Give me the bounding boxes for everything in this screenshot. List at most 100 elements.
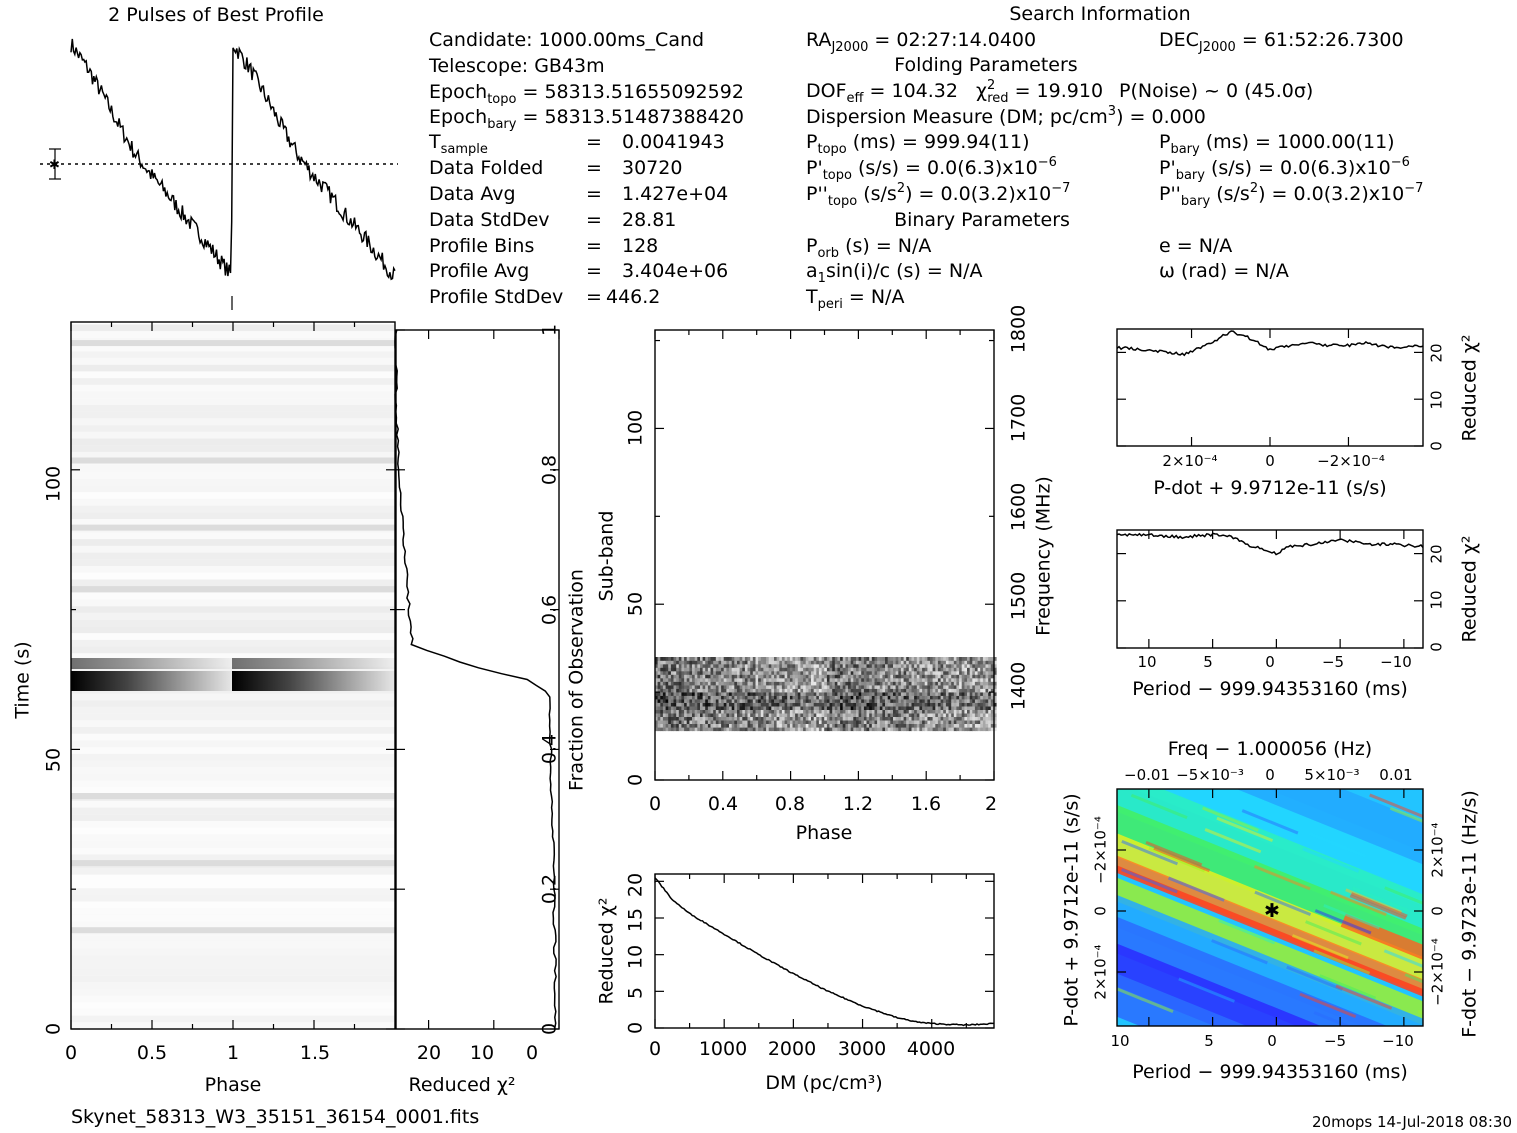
subband-cell: [945, 695, 949, 700]
subband-cell: [924, 667, 928, 672]
subband-cell: [662, 660, 666, 665]
subband-cell: [945, 671, 949, 675]
subband-cell: [816, 667, 820, 672]
subband-cell: [980, 699, 984, 703]
subband-cell: [982, 664, 986, 668]
subband-cell: [715, 674, 719, 679]
ppd-band-9: [1117, 911, 1423, 1026]
subband-cell: [734, 716, 738, 721]
subband-cell: [895, 723, 899, 728]
subband-cell: [832, 702, 836, 707]
subband-cell: [665, 664, 669, 668]
subband-cell: [800, 667, 804, 672]
subband-cell: [750, 671, 754, 675]
subband-cell: [985, 723, 989, 728]
subband-cell: [959, 667, 963, 672]
subband-cell: [726, 667, 730, 672]
pd-xlabel: P-dot + 9.9712e-11 (s/s): [1153, 477, 1386, 499]
subband-cell: [887, 657, 891, 661]
subband-cell: [800, 709, 804, 714]
subband-cell: [908, 706, 912, 710]
subband-cell: [731, 713, 735, 717]
subband-cell: [800, 681, 804, 686]
subband-cell: [898, 667, 902, 672]
subband-cell: [861, 709, 865, 714]
subband-cell: [689, 702, 693, 707]
subband-cell: [821, 702, 825, 707]
subband-cell: [755, 692, 759, 696]
subband-cell: [729, 723, 733, 728]
subband-cell: [797, 685, 801, 689]
subband-cell: [919, 685, 923, 689]
subband-cell: [771, 671, 775, 675]
subband-cell: [943, 685, 947, 689]
subband-cell: [887, 695, 891, 700]
subband-cell: [737, 709, 741, 714]
subband-cell: [694, 671, 698, 675]
subband-cell: [930, 716, 934, 721]
subband-cell: [908, 709, 912, 714]
subband-cell: [988, 713, 992, 717]
subband-cell: [869, 699, 873, 703]
subband-cell: [871, 727, 875, 732]
subband-cell: [758, 699, 762, 703]
subband-cell: [721, 713, 725, 717]
subband-cell: [766, 685, 770, 689]
subband-cell: [877, 720, 881, 724]
subband-cell: [660, 671, 664, 675]
subband-cell: [826, 667, 830, 672]
subband-cell: [673, 720, 677, 724]
subband-cell: [951, 713, 955, 717]
subband-cell: [940, 678, 944, 682]
subband-cell: [784, 695, 788, 700]
subband-cell: [993, 713, 997, 717]
subband-cell: [826, 727, 830, 732]
dm-ytick-0: 0: [625, 1022, 647, 1034]
subband-cell: [670, 699, 674, 703]
subband-cell: [710, 720, 714, 724]
subband-cell: [898, 681, 902, 686]
time-row: [71, 995, 395, 1003]
subband-cell: [776, 664, 780, 668]
subband-cell: [795, 702, 799, 707]
subband-cell: [739, 692, 743, 696]
tp-xtick-0: 0: [65, 1042, 77, 1064]
subband-cell: [713, 660, 717, 665]
subband-cell: [887, 709, 891, 714]
subband-cell: [861, 667, 865, 672]
subband-cell: [800, 660, 804, 665]
subband-cell: [903, 727, 907, 732]
subband-cell: [734, 709, 738, 714]
info-tsample-value: 0.0041943: [622, 131, 725, 153]
subband-cell: [758, 681, 762, 686]
subband-cell: [861, 674, 865, 679]
subband-cell: [729, 692, 733, 696]
subband-cell: [789, 688, 793, 693]
subband-cell: [922, 702, 926, 707]
subband-cell: [784, 723, 788, 728]
ppd-streak: [1121, 840, 1179, 866]
subband-cell: [858, 664, 862, 668]
subband-cell: [893, 723, 897, 728]
subband-cell: [763, 657, 767, 661]
sb-ytick-1: 50: [625, 592, 647, 616]
subband-cell: [811, 681, 815, 686]
subband-cell: [779, 657, 783, 661]
subband-cell: [705, 716, 709, 721]
subband-cell: [972, 678, 976, 682]
info-profile-avg: Profile Avg: [429, 260, 529, 282]
footer-filename: Skynet_58313_W3_35151_36154_0001.fits: [71, 1106, 479, 1128]
subband-cell: [985, 727, 989, 732]
subband-cell: [834, 681, 838, 686]
subband-cell: [906, 716, 910, 721]
subband-cell: [908, 688, 912, 693]
subband-cell: [922, 692, 926, 696]
subband-cell: [982, 727, 986, 732]
subband-cell: [940, 702, 944, 707]
subband-cell: [803, 660, 807, 665]
subband-cell: [726, 678, 730, 682]
subband-cell: [673, 664, 677, 668]
time-row: [71, 740, 395, 748]
subband-cell: [927, 667, 931, 672]
subband-cell: [842, 702, 846, 707]
